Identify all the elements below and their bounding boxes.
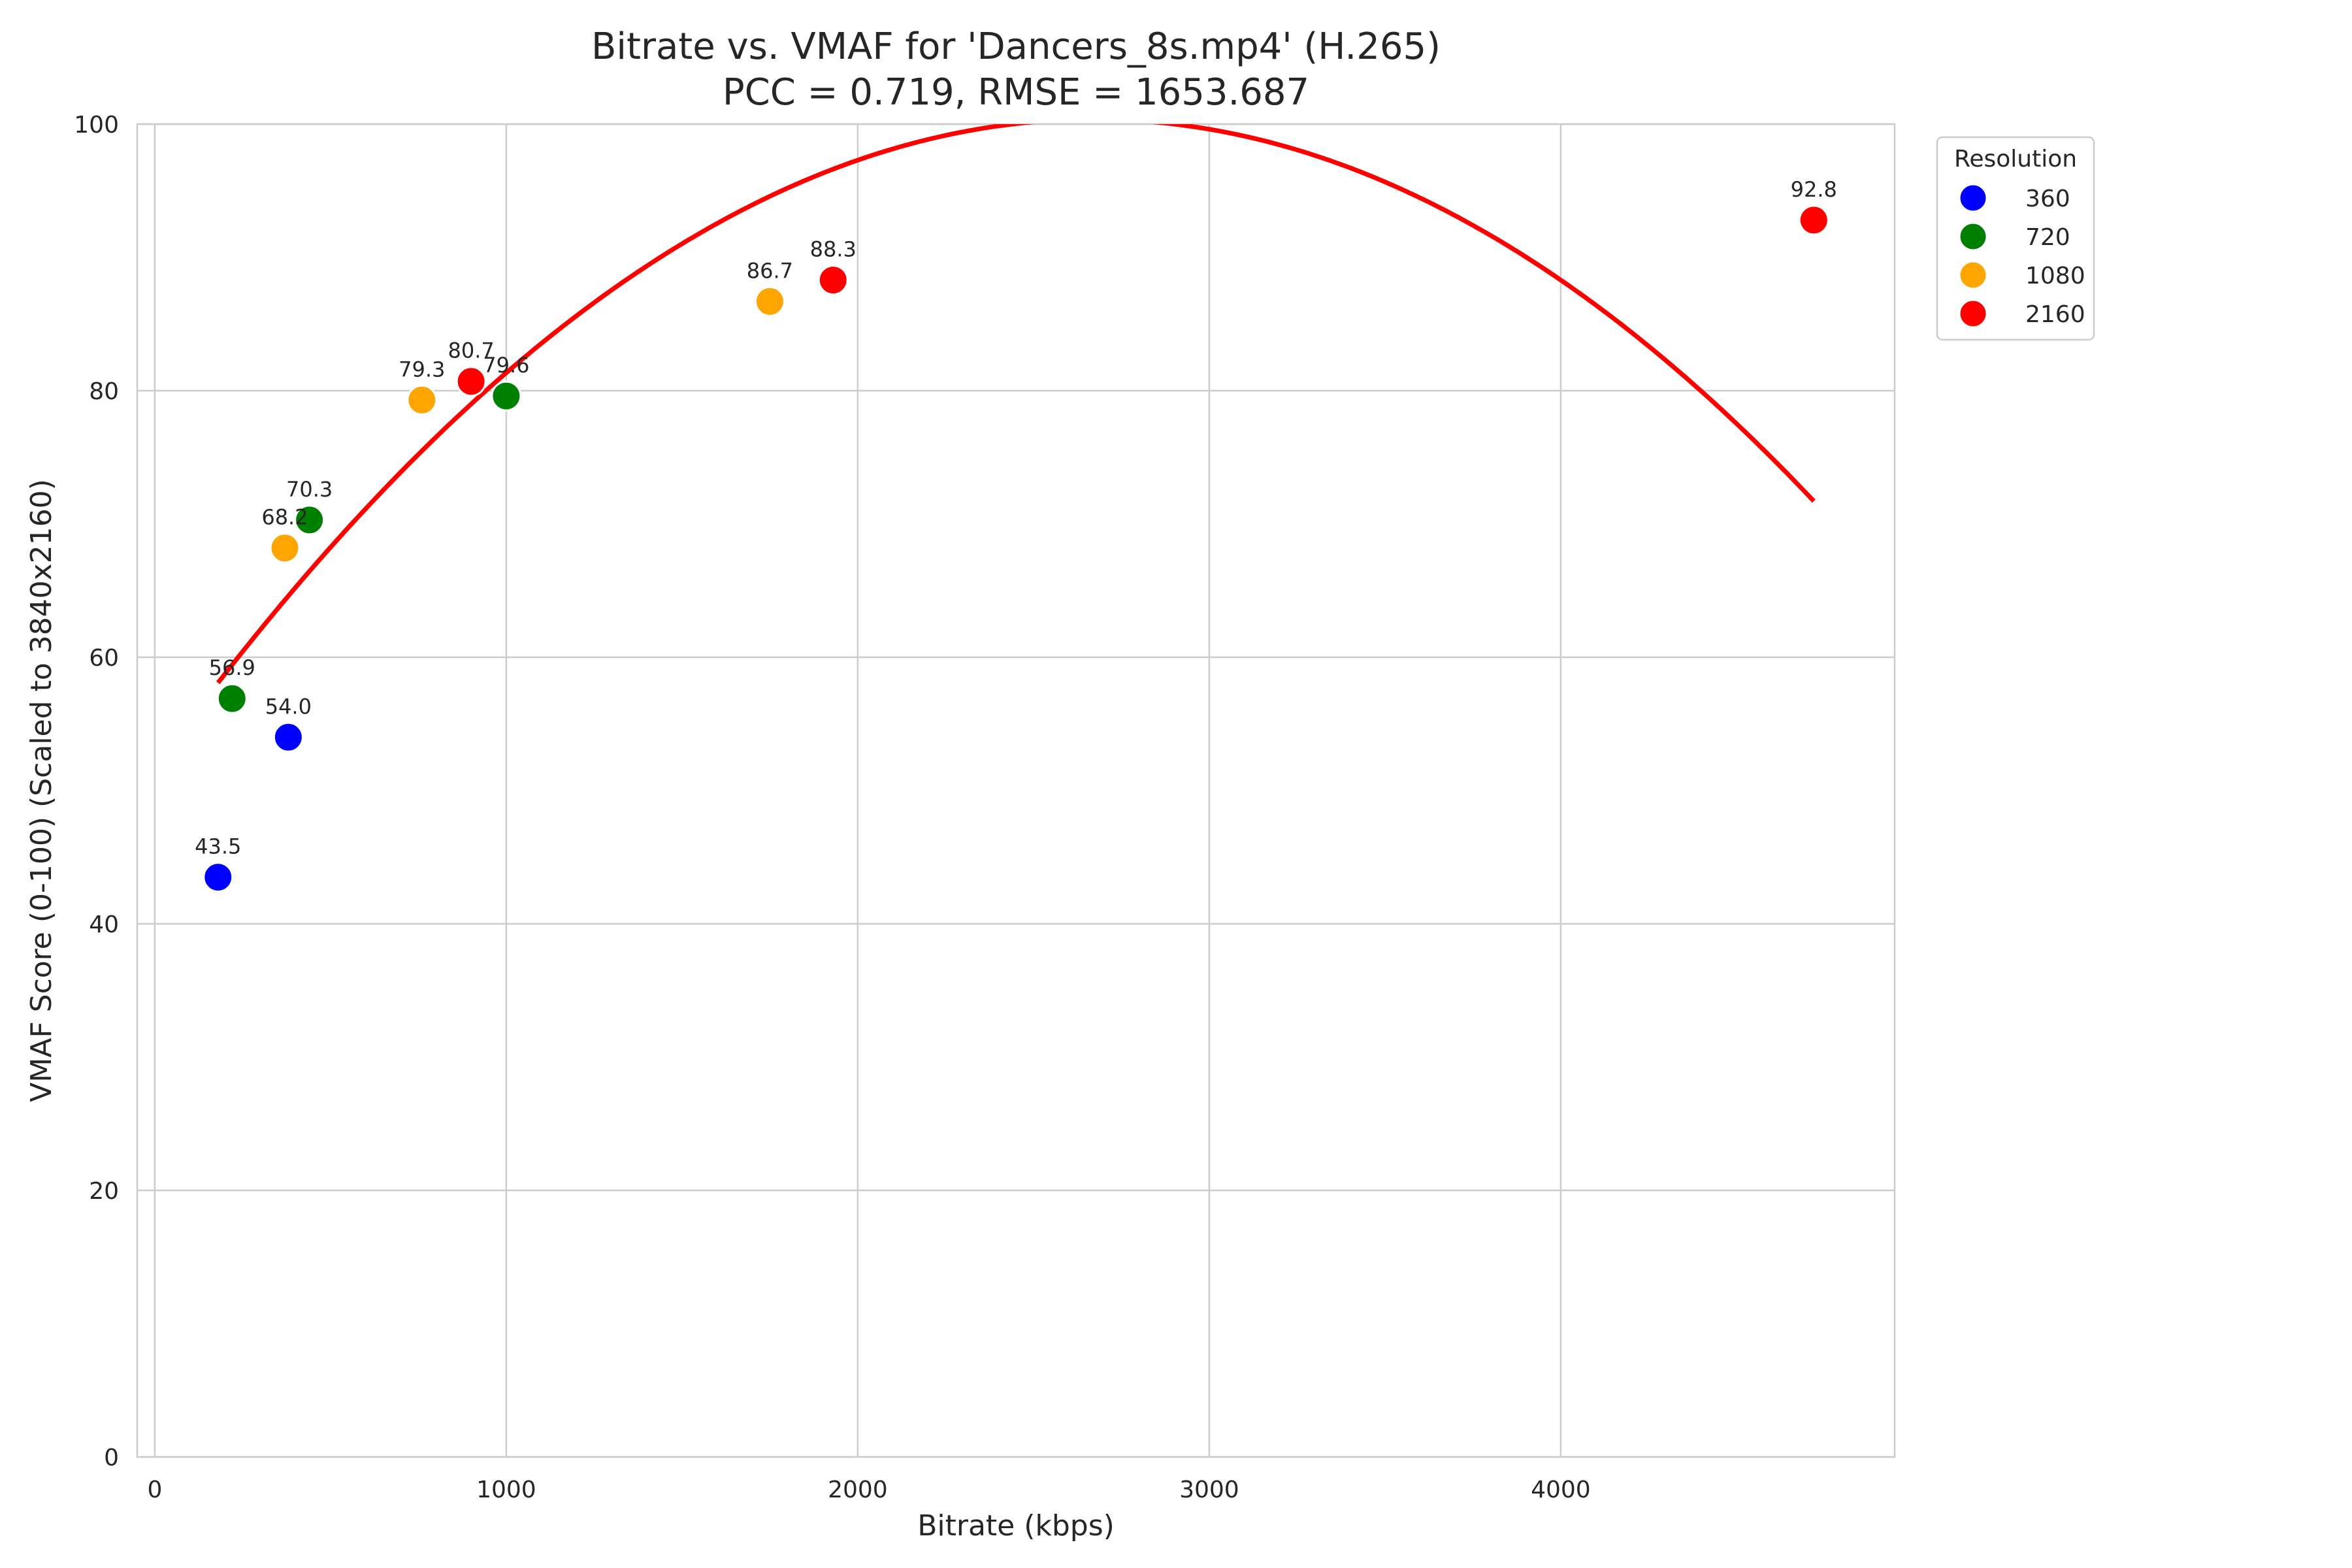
point-720-1	[294, 504, 325, 536]
data-label-2160-1: 88.3	[810, 237, 857, 262]
data-label-2160-2: 92.8	[1791, 177, 1837, 202]
point-360-1	[272, 721, 304, 753]
point-1080-1	[406, 384, 438, 416]
legend-marker-360	[1958, 183, 1988, 213]
tick-labels: 0 1000 2000 3000 4000 0 20 40 60 80 100	[74, 112, 1590, 1503]
data-label-720-1: 70.3	[286, 477, 333, 502]
data-label-1080-0: 68.2	[261, 505, 308, 530]
data-label-1080-1: 79.3	[399, 357, 445, 382]
y-tick-label-60: 60	[89, 645, 119, 672]
point-1080-0	[269, 532, 301, 564]
data-points	[203, 204, 1829, 893]
data-labels: 43.5 54.0 56.9 70.3 79.6 68.2 79.3 86.7 80.7 88.3…	[195, 177, 1837, 859]
grid	[137, 123, 1895, 1458]
point-360-0	[203, 862, 234, 893]
x-axis-label: Bitrate (kbps)	[917, 1509, 1115, 1543]
legend-label-720: 720	[2025, 224, 2070, 251]
x-tick-label-2000: 2000	[828, 1477, 888, 1503]
legend-entries: 360 720 1080 2160	[1958, 183, 2085, 329]
data-label-720-0: 56.9	[209, 655, 255, 680]
y-tick-label-20: 20	[89, 1178, 119, 1205]
x-tick-label-3000: 3000	[1179, 1477, 1239, 1503]
point-720-2	[491, 380, 522, 412]
fit-curve	[216, 124, 1816, 685]
x-tick-label-0: 0	[147, 1477, 162, 1503]
fit-curve-layer	[216, 124, 1816, 685]
y-tick-label-80: 80	[89, 378, 119, 405]
point-2160-2	[1798, 204, 1829, 236]
legend-marker-720	[1958, 221, 1988, 252]
data-label-360-1: 54.0	[265, 694, 312, 719]
data-label-2160-0: 80.7	[448, 338, 494, 363]
legend-label-1080: 1080	[2025, 263, 2085, 289]
point-720-0	[216, 683, 248, 714]
point-2160-0	[455, 366, 487, 397]
legend-title: Resolution	[1954, 146, 2077, 172]
data-label-720-2: 79.6	[483, 353, 529, 378]
legend-marker-2160	[1958, 299, 1988, 329]
data-label-1080-2: 86.7	[747, 258, 793, 283]
legend-label-360: 360	[2025, 186, 2070, 212]
legend: Resolution 360 720 1080 2160	[1936, 136, 2095, 341]
chart-title-line2: PCC = 0.719, RMSE = 1653.687	[723, 71, 1309, 114]
y-tick-label-0: 0	[104, 1445, 119, 1471]
legend-marker-1080	[1958, 260, 1988, 290]
chart-title-line1: Bitrate vs. VMAF for 'Dancers_8s.mp4' (H…	[591, 25, 1441, 68]
data-label-360-0: 43.5	[195, 834, 241, 859]
plot-frame	[136, 123, 1896, 1458]
x-tick-label-4000: 4000	[1531, 1477, 1591, 1503]
y-axis-label: VMAF Score (0-100) (Scaled to 3840x2160)	[25, 479, 58, 1102]
point-2160-1	[817, 265, 849, 296]
point-1080-2	[754, 286, 785, 317]
y-tick-label-40: 40	[89, 911, 119, 938]
y-tick-label-100: 100	[74, 112, 119, 139]
legend-label-2160: 2160	[2025, 301, 2085, 328]
x-tick-label-1000: 1000	[476, 1477, 536, 1503]
